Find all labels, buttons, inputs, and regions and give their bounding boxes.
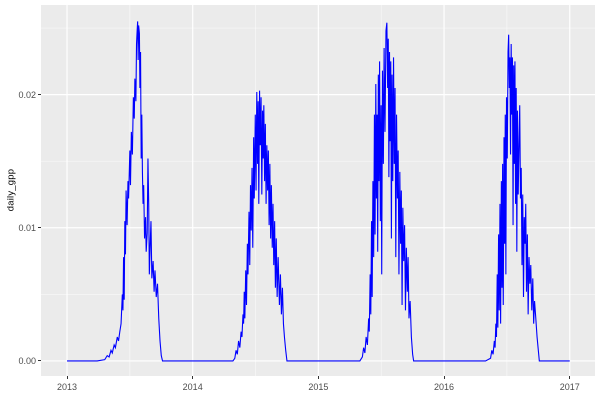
y-axis-tick-mark — [38, 360, 41, 362]
y-axis-tick-label: 0.00 — [18, 355, 36, 366]
x-axis-tick-mark — [66, 376, 68, 379]
x-axis-tick-label: 2017 — [559, 382, 580, 392]
daily-gpp-line-chart — [41, 5, 595, 376]
plot-panel — [41, 5, 595, 376]
y-axis-tick-label: 0.01 — [18, 222, 36, 233]
x-axis-tick-label: 2013 — [57, 382, 78, 392]
y-axis-tick-label: 0.02 — [18, 89, 36, 100]
x-axis-tick-mark — [317, 376, 319, 379]
x-axis-tick-mark — [192, 376, 194, 379]
daily-gpp-series-line — [67, 21, 570, 362]
x-axis-tick-label: 2014 — [182, 382, 203, 392]
x-axis-tick-mark — [569, 376, 571, 379]
y-axis-title: daily_gpp — [5, 168, 17, 212]
x-axis-tick-label: 2016 — [434, 382, 455, 392]
y-axis-tick-mark — [38, 94, 41, 96]
y-axis-tick-mark — [38, 227, 41, 229]
x-axis-tick-label: 2015 — [308, 382, 329, 392]
x-axis-tick-mark — [443, 376, 445, 379]
